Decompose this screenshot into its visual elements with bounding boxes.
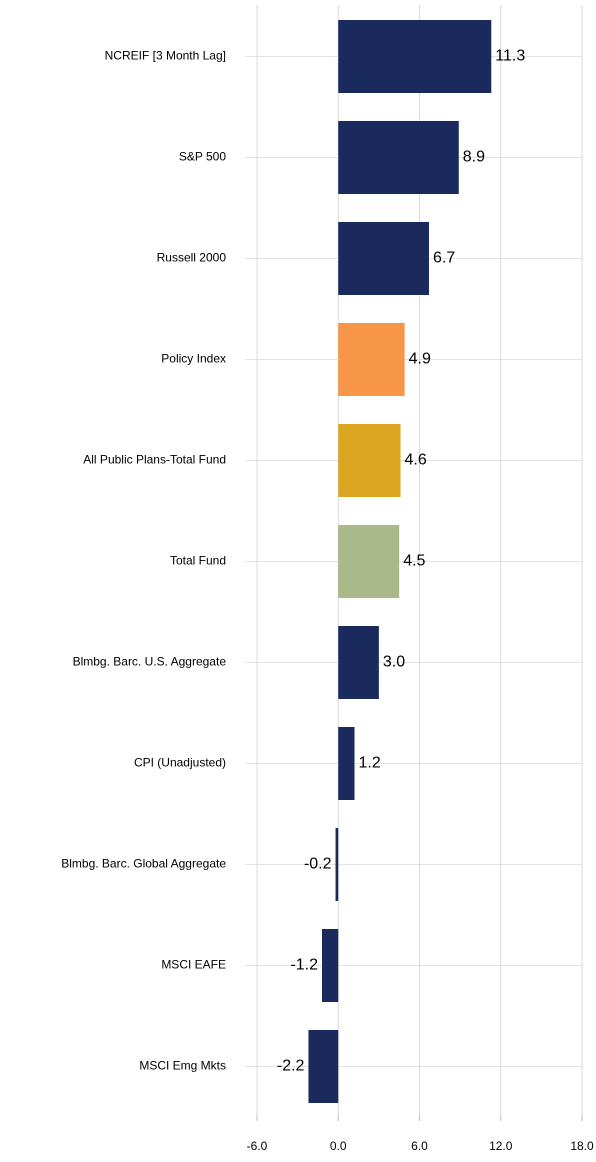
category-label: Policy Index xyxy=(161,352,226,366)
category-label: MSCI EAFE xyxy=(161,958,226,972)
category-label: MSCI Emg Mkts xyxy=(139,1059,226,1073)
x-tick-label: 0.0 xyxy=(330,1139,347,1153)
data-label: 4.6 xyxy=(405,452,427,469)
bar xyxy=(338,525,400,598)
data-label: 8.9 xyxy=(463,149,485,166)
data-label: -0.2 xyxy=(304,856,332,873)
bar xyxy=(335,828,339,901)
bar xyxy=(338,626,379,699)
data-label: -1.2 xyxy=(290,957,318,974)
x-tick-label: 18.0 xyxy=(570,1139,594,1153)
category-label: Total Fund xyxy=(170,554,226,568)
category-label: All Public Plans-Total Fund xyxy=(83,453,226,467)
bar xyxy=(338,727,355,800)
bar xyxy=(322,929,339,1002)
bar xyxy=(308,1030,339,1103)
category-label: NCREIF [3 Month Lag] xyxy=(105,49,226,63)
bar xyxy=(338,121,459,194)
category-label: Blmbg. Barc. Global Aggregate xyxy=(61,857,226,871)
data-label: 4.5 xyxy=(403,553,425,570)
bar xyxy=(338,323,405,396)
x-tick-label: 6.0 xyxy=(411,1139,428,1153)
category-label: Russell 2000 xyxy=(157,251,227,265)
category-label: Blmbg. Barc. U.S. Aggregate xyxy=(73,655,227,669)
bar xyxy=(338,20,492,93)
data-label: 3.0 xyxy=(383,654,405,671)
category-label: CPI (Unadjusted) xyxy=(134,756,226,770)
data-label: 4.9 xyxy=(409,351,431,368)
x-tick-label: 12.0 xyxy=(489,1139,513,1153)
data-label: 11.3 xyxy=(495,48,525,65)
data-label: -2.2 xyxy=(277,1058,305,1075)
data-label: 6.7 xyxy=(433,250,455,267)
x-tick-label: -6.0 xyxy=(247,1139,268,1153)
bar xyxy=(338,222,429,295)
bar xyxy=(338,424,401,497)
data-label: 1.2 xyxy=(359,755,381,772)
category-label: S&P 500 xyxy=(179,150,226,164)
